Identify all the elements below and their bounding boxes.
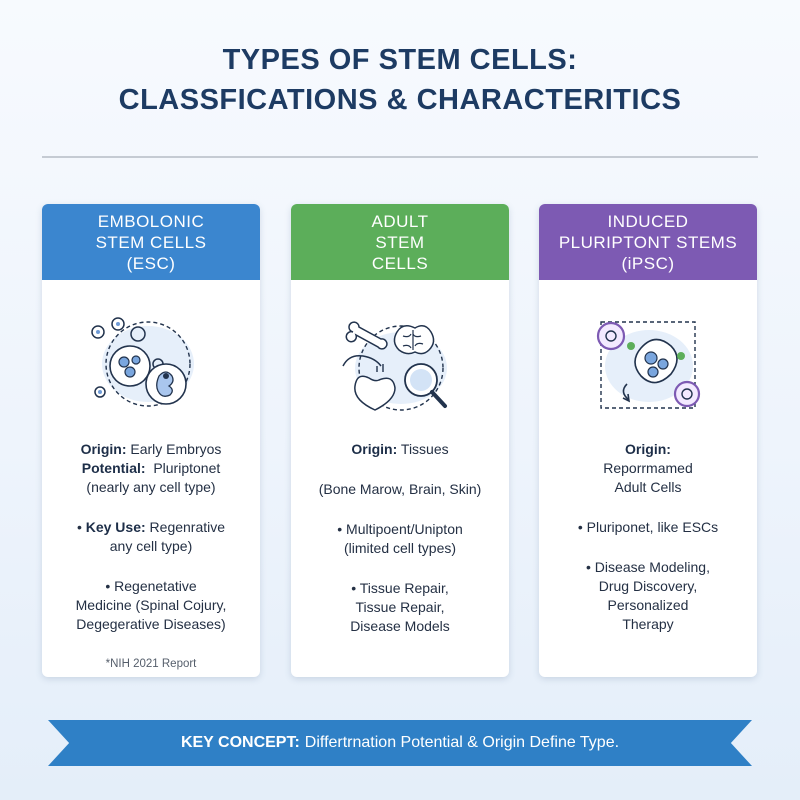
card-adult-use-line-3: Disease Models xyxy=(350,618,450,634)
card-esc-key-use-label: Key Use: xyxy=(85,519,146,535)
card-esc-header: EMBOLONIC STEM CELLS (ESC) xyxy=(42,204,260,280)
card-ipsc-use-line-2: Drug Discovery, xyxy=(598,578,698,594)
card-esc-key-use-note: any cell type) xyxy=(109,538,193,554)
card-adult-tissues-note: (Bone Marow, Brain, Skin) xyxy=(318,481,482,497)
card-esc: EMBOLONIC STEM CELLS (ESC) Origin: Early… xyxy=(42,204,260,677)
card-esc-bullet-line-1: • Regenetative xyxy=(105,578,197,594)
card-adult-header: ADULT STEM CELLS xyxy=(291,204,509,280)
card-esc-footnote: *NIH 2021 Report xyxy=(105,658,197,670)
page-title: TYPES OF STEM CELLS: CLASSFICATIONS & CH… xyxy=(0,40,800,120)
banner-text: Differtrnation Potential & Origin Define… xyxy=(304,734,620,751)
embryo-cells-icon xyxy=(91,317,194,407)
reprogramming-cycle-icon xyxy=(596,321,701,409)
key-concept-banner: KEY CONCEPT: Differtrnation Potential & … xyxy=(48,720,752,766)
card-esc-origin-label: Origin: xyxy=(80,441,127,457)
card-esc-header-line-3: (ESC) xyxy=(126,253,176,273)
card-ipsc: INDUCED PLURIPTONT STEMS (iPSC) Origin: … xyxy=(539,204,757,677)
card-ipsc-use-line-3: Personalized xyxy=(607,597,689,613)
title-divider xyxy=(42,156,758,158)
card-adult-use-line-1: • Tissue Repair, xyxy=(351,580,449,596)
card-adult-body: Origin: Tissues (Bone Marow, Brain, Skin… xyxy=(301,440,499,636)
card-ipsc-header-line-3: (iPSC) xyxy=(621,253,675,273)
card-ipsc-origin-label: Origin: xyxy=(625,441,671,457)
card-adult-potency-line-2: (limited cell types) xyxy=(343,540,457,556)
card-adult-use-line-2: Tissue Repair, xyxy=(355,599,445,615)
card-esc-bullet-line-2: Medicine (Spinal Cojury, xyxy=(75,597,227,613)
title-line-2: CLASSFICATIONS & CHARACTERITICS xyxy=(118,84,682,116)
card-esc-body: Origin: Early Embryos Potential: Pluript… xyxy=(52,440,250,674)
card-esc-bullet-line-3: Degegerative Diseases) xyxy=(76,616,226,632)
card-esc-potential-label: Potential: xyxy=(81,460,146,476)
card-ipsc-use-line-1: • Disease Modeling, xyxy=(586,559,710,575)
title-line-1: TYPES OF STEM CELLS: xyxy=(222,44,578,76)
adult-tissues-icon xyxy=(342,321,447,411)
card-ipsc-header-line-1: INDUCED xyxy=(607,211,689,231)
card-adult-header-line-1: ADULT xyxy=(371,211,429,231)
card-adult-header-line-2: STEM xyxy=(375,232,425,252)
card-esc-potential-value: Pluriptonet xyxy=(153,460,221,476)
card-esc-key-use-value: Regenrative xyxy=(149,519,226,535)
card-esc-header-line-1: EMBOLONIC xyxy=(97,211,205,231)
card-esc-header-line-2: STEM CELLS xyxy=(95,232,207,252)
card-ipsc-use-line-4: Therapy xyxy=(622,616,674,632)
card-ipsc-header-line-2: PLURIPTONT STEMS xyxy=(558,232,738,252)
card-adult: ADULT STEM CELLS Origin: Tissues (Bone M… xyxy=(291,204,509,677)
card-ipsc-header: INDUCED PLURIPTONT STEMS (iPSC) xyxy=(539,204,757,280)
banner-label: KEY CONCEPT: xyxy=(180,734,300,751)
card-esc-origin-value: Early Embryos xyxy=(130,441,222,457)
card-esc-potential-note: (nearly any cell type) xyxy=(86,479,216,495)
card-ipsc-potency-line: • Pluriponet, like ESCs xyxy=(577,519,719,535)
card-ipsc-origin-line-1: Reporr​mamed xyxy=(603,460,693,476)
card-adult-origin-label: Origin: xyxy=(351,441,398,457)
card-ipsc-origin-line-2: Adult Cells xyxy=(614,479,682,495)
card-adult-header-line-3: CELLS xyxy=(371,253,429,273)
card-adult-origin-value: Tissues xyxy=(400,441,449,457)
card-adult-potency-line-1: • Multipoent/Unipton xyxy=(337,521,463,537)
card-ipsc-body: Origin: Reporr​mamed Adult Cells • Pluri… xyxy=(549,440,747,634)
